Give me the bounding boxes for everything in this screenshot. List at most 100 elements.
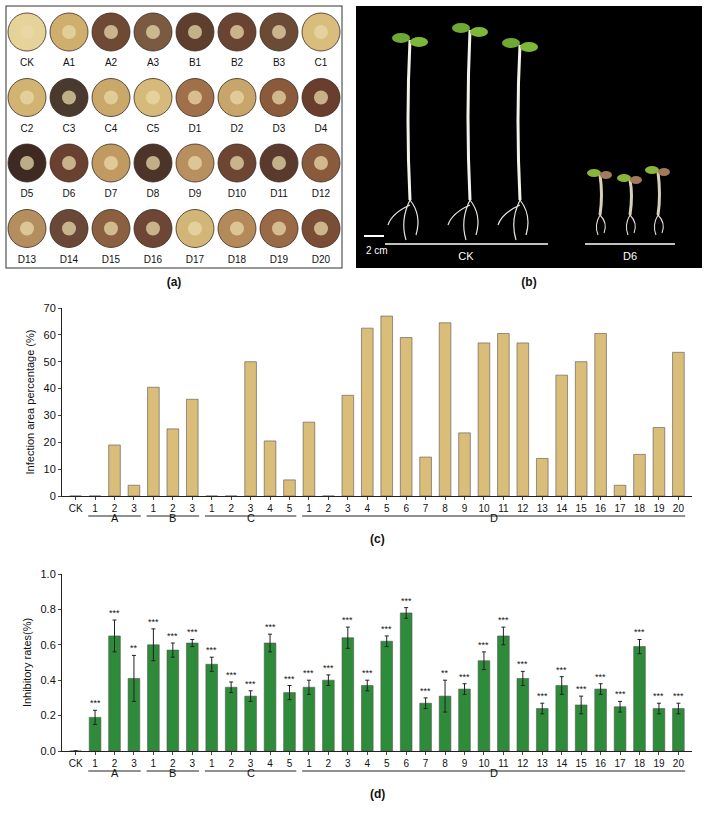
svg-text:D17: D17 xyxy=(186,254,205,265)
svg-text:2: 2 xyxy=(326,758,332,769)
svg-text:2: 2 xyxy=(170,758,176,769)
svg-text:***: *** xyxy=(362,668,373,678)
svg-text:***: *** xyxy=(401,596,412,606)
svg-text:50: 50 xyxy=(44,356,56,368)
svg-text:***: *** xyxy=(265,622,276,632)
svg-text:1: 1 xyxy=(92,758,98,769)
svg-text:(d): (d) xyxy=(370,787,385,801)
svg-text:CK: CK xyxy=(20,57,34,68)
svg-text:8: 8 xyxy=(442,758,448,769)
svg-text:12: 12 xyxy=(517,503,529,514)
svg-text:B: B xyxy=(169,512,176,524)
svg-text:***: *** xyxy=(109,608,120,618)
svg-text:D5: D5 xyxy=(21,188,34,199)
svg-text:***: *** xyxy=(206,645,217,655)
svg-text:D6: D6 xyxy=(63,188,76,199)
svg-text:D18: D18 xyxy=(228,254,247,265)
svg-text:***: *** xyxy=(342,615,353,625)
svg-text:16: 16 xyxy=(595,758,607,769)
svg-text:5: 5 xyxy=(384,758,390,769)
svg-text:1: 1 xyxy=(306,758,312,769)
svg-text:***: *** xyxy=(303,668,314,678)
svg-text:D15: D15 xyxy=(102,254,121,265)
svg-text:A2: A2 xyxy=(105,57,118,68)
svg-text:19: 19 xyxy=(653,758,665,769)
svg-text:0.2: 0.2 xyxy=(41,709,56,721)
svg-text:***: *** xyxy=(595,672,606,682)
svg-text:***: *** xyxy=(381,624,392,634)
svg-text:14: 14 xyxy=(556,503,568,514)
svg-text:4: 4 xyxy=(364,503,370,514)
svg-text:5: 5 xyxy=(287,758,293,769)
svg-text:4: 4 xyxy=(364,758,370,769)
svg-text:D19: D19 xyxy=(270,254,289,265)
svg-text:A: A xyxy=(111,767,119,779)
svg-text:D3: D3 xyxy=(273,123,286,134)
svg-text:3: 3 xyxy=(345,503,351,514)
svg-text:70: 70 xyxy=(44,302,56,314)
svg-text:11: 11 xyxy=(498,503,509,514)
svg-text:CK: CK xyxy=(69,758,83,769)
svg-text:0.6: 0.6 xyxy=(41,639,56,651)
svg-text:***: *** xyxy=(498,615,509,625)
svg-text:15: 15 xyxy=(576,503,588,514)
svg-text:1: 1 xyxy=(151,503,157,514)
svg-text:D8: D8 xyxy=(147,188,160,199)
svg-text:1: 1 xyxy=(306,503,312,514)
svg-text:2: 2 xyxy=(170,503,176,514)
svg-text:2: 2 xyxy=(228,758,234,769)
svg-text:C: C xyxy=(247,512,255,524)
svg-text:D13: D13 xyxy=(18,254,37,265)
svg-text:CK: CK xyxy=(69,503,83,514)
svg-text:***: *** xyxy=(556,665,567,675)
svg-text:13: 13 xyxy=(537,758,549,769)
svg-text:9: 9 xyxy=(462,503,468,514)
svg-text:B3: B3 xyxy=(273,57,286,68)
svg-text:9: 9 xyxy=(462,758,468,769)
svg-text:D: D xyxy=(490,767,498,779)
svg-text:Infection area percentage (%): Infection area percentage (%) xyxy=(24,330,36,475)
svg-text:2: 2 xyxy=(228,503,234,514)
svg-text:***: *** xyxy=(420,686,431,696)
svg-text:15: 15 xyxy=(576,758,588,769)
svg-text:16: 16 xyxy=(595,503,607,514)
svg-text:(c): (c) xyxy=(370,532,385,546)
svg-text:4: 4 xyxy=(267,503,273,514)
svg-text:13: 13 xyxy=(537,503,549,514)
svg-text:2 cm: 2 cm xyxy=(366,245,388,256)
svg-text:C4: C4 xyxy=(105,123,118,134)
svg-text:Inhibitory rates(%): Inhibitory rates(%) xyxy=(21,618,33,707)
svg-text:3: 3 xyxy=(248,758,254,769)
svg-text:17: 17 xyxy=(614,503,626,514)
svg-text:***: *** xyxy=(653,691,664,701)
svg-text:C1: C1 xyxy=(315,57,328,68)
svg-text:D14: D14 xyxy=(60,254,79,265)
svg-text:17: 17 xyxy=(614,758,626,769)
svg-text:18: 18 xyxy=(634,503,646,514)
svg-text:8: 8 xyxy=(442,503,448,514)
svg-text:7: 7 xyxy=(423,758,429,769)
svg-text:C5: C5 xyxy=(147,123,160,134)
svg-text:5: 5 xyxy=(287,503,293,514)
svg-text:**: ** xyxy=(441,668,449,678)
svg-text:***: *** xyxy=(517,659,528,669)
svg-text:C: C xyxy=(247,767,255,779)
svg-text:20: 20 xyxy=(673,503,685,514)
svg-text:***: *** xyxy=(537,691,548,701)
svg-text:10: 10 xyxy=(44,463,56,475)
svg-text:D16: D16 xyxy=(144,254,163,265)
svg-text:6: 6 xyxy=(403,503,409,514)
svg-text:60: 60 xyxy=(44,329,56,341)
svg-text:***: *** xyxy=(90,698,101,708)
svg-text:19: 19 xyxy=(653,503,665,514)
svg-text:1: 1 xyxy=(209,503,215,514)
svg-text:**: ** xyxy=(130,643,138,653)
svg-text:D1: D1 xyxy=(189,123,202,134)
svg-text:11: 11 xyxy=(498,758,509,769)
svg-text:***: *** xyxy=(478,640,489,650)
svg-text:***: *** xyxy=(245,679,256,689)
svg-text:0: 0 xyxy=(50,490,56,502)
svg-text:3: 3 xyxy=(131,503,137,514)
svg-text:20: 20 xyxy=(673,758,685,769)
svg-text:2: 2 xyxy=(112,758,118,769)
